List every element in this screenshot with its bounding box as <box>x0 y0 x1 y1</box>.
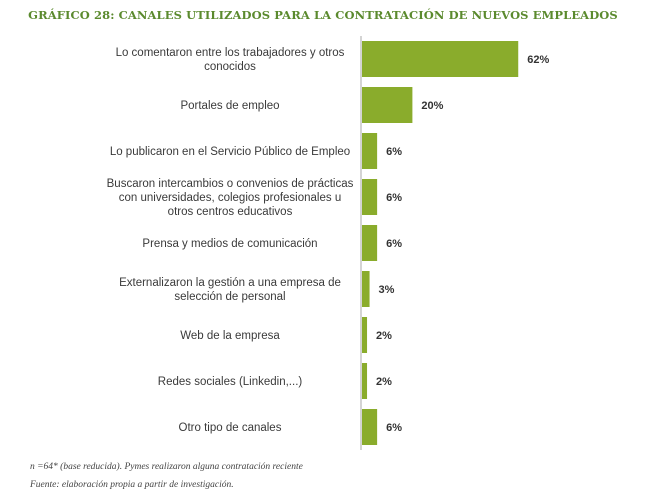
bar <box>362 133 378 169</box>
source-note: Fuente: elaboración propia a partir de i… <box>30 480 234 490</box>
category-label: Buscaron intercambios o convenios de prá… <box>107 178 354 218</box>
category-label-line: Redes sociales (Linkedin,...) <box>158 376 303 388</box>
value-label: 6% <box>386 192 402 204</box>
value-label: 3% <box>379 284 395 296</box>
bar-chart: 62% Lo comentaron entre los trabajadores … <box>107 36 549 450</box>
category-label-line: con universidades, colegios profesionale… <box>119 192 341 204</box>
value-label: 6% <box>386 238 402 250</box>
category-label: Otro tipo de canales <box>179 422 282 434</box>
category-label: Web de la empresa <box>180 330 280 342</box>
category-label: Portales de empleo <box>180 100 279 112</box>
bar <box>362 363 368 399</box>
bar <box>362 179 378 215</box>
category-label: Externalizaron la gestión a una empresa … <box>119 277 341 303</box>
value-label: 62% <box>527 54 549 66</box>
category-label: Lo comentaron entre los trabajadores y o… <box>116 47 345 73</box>
category-label-line: Buscaron intercambios o convenios de prá… <box>107 178 354 190</box>
category-label-line: Portales de empleo <box>180 100 279 112</box>
chart-title: GRÁFICO 28: CANALES UTILIZADOS PARA LA C… <box>28 8 618 22</box>
category-label: Lo publicaron en el Servicio Público de … <box>110 146 350 158</box>
category-label-line: selección de personal <box>174 291 285 303</box>
value-label: 20% <box>421 100 443 112</box>
bar <box>362 409 378 445</box>
bar <box>362 225 378 261</box>
category-label: Prensa y medios de comunicación <box>142 238 317 250</box>
category-label-line: Prensa y medios de comunicación <box>142 238 317 250</box>
value-label: 2% <box>376 376 392 388</box>
bar <box>362 41 519 77</box>
bar <box>362 317 368 353</box>
base-note: n =64* (base reducida). Pymes realizaron… <box>30 462 303 472</box>
category-label-line: Externalizaron la gestión a una empresa … <box>119 277 341 289</box>
bar <box>362 87 413 123</box>
category-label-line: Lo publicaron en el Servicio Público de … <box>110 146 350 158</box>
category-label-line: Web de la empresa <box>180 330 280 342</box>
category-label-line: otros centros educativos <box>168 206 293 218</box>
category-label: Redes sociales (Linkedin,...) <box>158 376 303 388</box>
value-label: 6% <box>386 422 402 434</box>
bar <box>362 271 370 307</box>
value-label: 6% <box>386 146 402 158</box>
category-label-line: Otro tipo de canales <box>179 422 282 434</box>
category-label-line: conocidos <box>204 61 256 73</box>
category-label-line: Lo comentaron entre los trabajadores y o… <box>116 47 345 59</box>
value-label: 2% <box>376 330 392 342</box>
